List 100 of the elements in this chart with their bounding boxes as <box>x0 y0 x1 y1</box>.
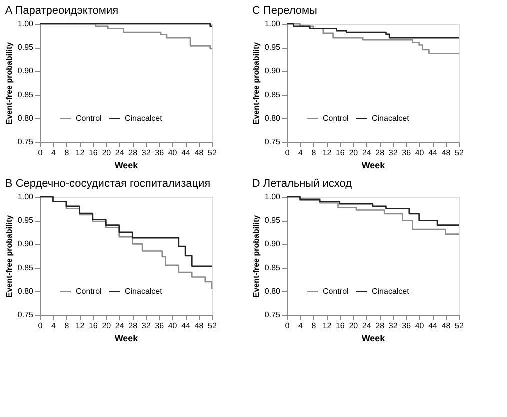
x-tick-label: 36 <box>402 148 412 158</box>
y-tick-label: 0.75 <box>264 138 282 146</box>
x-tick-label: 20 <box>349 148 359 158</box>
legend-label: Control <box>76 114 102 123</box>
x-axis-title: Week <box>114 334 140 344</box>
x-tick-label: 40 <box>168 148 178 158</box>
chart-title: C Переломы <box>252 5 318 17</box>
x-tick-label: 16 <box>336 322 346 330</box>
x-tick-label: 12 <box>76 322 86 330</box>
x-tick-label: 12 <box>322 148 332 158</box>
x-tick-label: 44 <box>428 322 438 330</box>
x-tick-label: 36 <box>155 322 165 330</box>
y-tick-label: 0.90 <box>18 66 34 76</box>
x-tick-label: 28 <box>376 148 386 158</box>
x-tick-label: 24 <box>362 148 372 158</box>
x-tick-label: 36 <box>402 322 412 330</box>
x-tick-label: 0 <box>38 322 44 330</box>
x-tick-label: 4 <box>52 148 57 158</box>
x-tick-label: 20 <box>102 148 112 158</box>
x-axis-title: Week <box>362 160 386 170</box>
x-tick-label: 32 <box>388 148 398 158</box>
x-tick-label: 20 <box>102 322 112 330</box>
y-tick-label: 0.75 <box>18 138 34 146</box>
y-tick-label: 0.85 <box>18 90 34 100</box>
y-tick-label: 0.90 <box>18 240 34 249</box>
x-tick-label: 48 <box>194 148 204 158</box>
y-tick-label: 0.80 <box>264 286 282 296</box>
x-tick-label: 40 <box>415 322 425 330</box>
x-tick-label: 8 <box>64 148 70 158</box>
legend-label: Cinacalcet <box>372 286 410 296</box>
legend-label: Control <box>76 286 102 296</box>
y-axis-title: Event-free probability <box>252 42 261 125</box>
x-tick-label: 40 <box>168 322 178 330</box>
x-tick-label: 12 <box>322 322 332 330</box>
y-tick-label: 0.80 <box>18 286 34 296</box>
y-tick-label: 0.95 <box>18 43 34 52</box>
chart-title: B Сердечно-сосудистая госпитализация <box>5 178 211 190</box>
y-tick-label: 0.85 <box>264 90 282 100</box>
y-tick-label: 0.90 <box>264 66 282 76</box>
x-tick-label: 52 <box>455 148 464 158</box>
y-tick-label: 0.90 <box>264 240 282 249</box>
x-tick-label: 24 <box>362 322 372 330</box>
x-tick-label: 32 <box>388 322 398 330</box>
x-tick-label: 44 <box>182 322 192 330</box>
x-tick-label: 28 <box>128 322 138 330</box>
x-tick-label: 20 <box>349 322 359 330</box>
x-tick-label: 4 <box>298 148 304 158</box>
chart-title: D Летальный исход <box>252 178 353 190</box>
x-tick-label: 40 <box>415 148 425 158</box>
x-tick-label: 52 <box>208 148 218 158</box>
x-tick-label: 48 <box>442 322 452 330</box>
legend-label: Control <box>323 286 350 296</box>
x-tick-label: 16 <box>88 148 98 158</box>
x-tick-label: 32 <box>142 148 152 158</box>
x-tick-label: 16 <box>336 148 346 158</box>
chart-title: A Паратреоидэктомия <box>5 5 119 17</box>
y-tick-label: 1.00 <box>18 20 34 28</box>
y-tick-label: 0.80 <box>18 114 34 123</box>
x-tick-label: 0 <box>285 322 290 330</box>
x-tick-label: 4 <box>298 322 304 330</box>
x-tick-label: 44 <box>182 148 192 158</box>
x-tick-label: 52 <box>455 322 464 330</box>
x-tick-label: 0 <box>285 148 290 158</box>
legend-label: Cinacalcet <box>125 286 164 296</box>
y-axis-title: Event-free probability <box>4 214 14 298</box>
x-tick-label: 12 <box>76 148 86 158</box>
x-tick-label: 4 <box>52 322 57 330</box>
y-axis-title: Event-free probability <box>4 42 14 125</box>
y-tick-label: 0.95 <box>18 216 34 226</box>
x-tick-label: 28 <box>376 322 386 330</box>
x-tick-label: 0 <box>38 148 44 158</box>
x-axis-title: Week <box>114 160 140 170</box>
x-tick-label: 24 <box>115 148 125 158</box>
x-tick-label: 52 <box>208 322 218 330</box>
x-tick-label: 32 <box>142 322 152 330</box>
y-tick-label: 1.00 <box>264 20 282 28</box>
x-tick-label: 44 <box>428 148 438 158</box>
x-tick-label: 8 <box>64 322 70 330</box>
x-tick-label: 48 <box>194 322 204 330</box>
y-tick-label: 0.80 <box>264 114 282 123</box>
x-axis-title: Week <box>362 334 386 344</box>
x-tick-label: 48 <box>442 148 452 158</box>
y-tick-label: 1.00 <box>264 192 282 202</box>
x-tick-label: 24 <box>115 322 125 330</box>
y-tick-label: 0.75 <box>264 310 282 320</box>
x-tick-label: 8 <box>312 148 317 158</box>
y-tick-label: 0.85 <box>264 263 282 272</box>
x-tick-label: 36 <box>155 148 165 158</box>
y-tick-label: 0.75 <box>18 310 34 320</box>
y-tick-label: 0.95 <box>264 43 282 52</box>
legend-label: Cinacalcet <box>125 114 164 123</box>
x-tick-label: 16 <box>88 322 98 330</box>
legend-label: Cinacalcet <box>372 114 410 123</box>
y-tick-label: 0.85 <box>18 263 34 272</box>
y-axis-title: Event-free probability <box>252 214 261 298</box>
legend-label: Control <box>323 114 350 123</box>
x-tick-label: 8 <box>312 322 317 330</box>
x-tick-label: 28 <box>128 148 138 158</box>
y-tick-label: 0.95 <box>264 216 282 226</box>
y-tick-label: 1.00 <box>18 192 34 202</box>
